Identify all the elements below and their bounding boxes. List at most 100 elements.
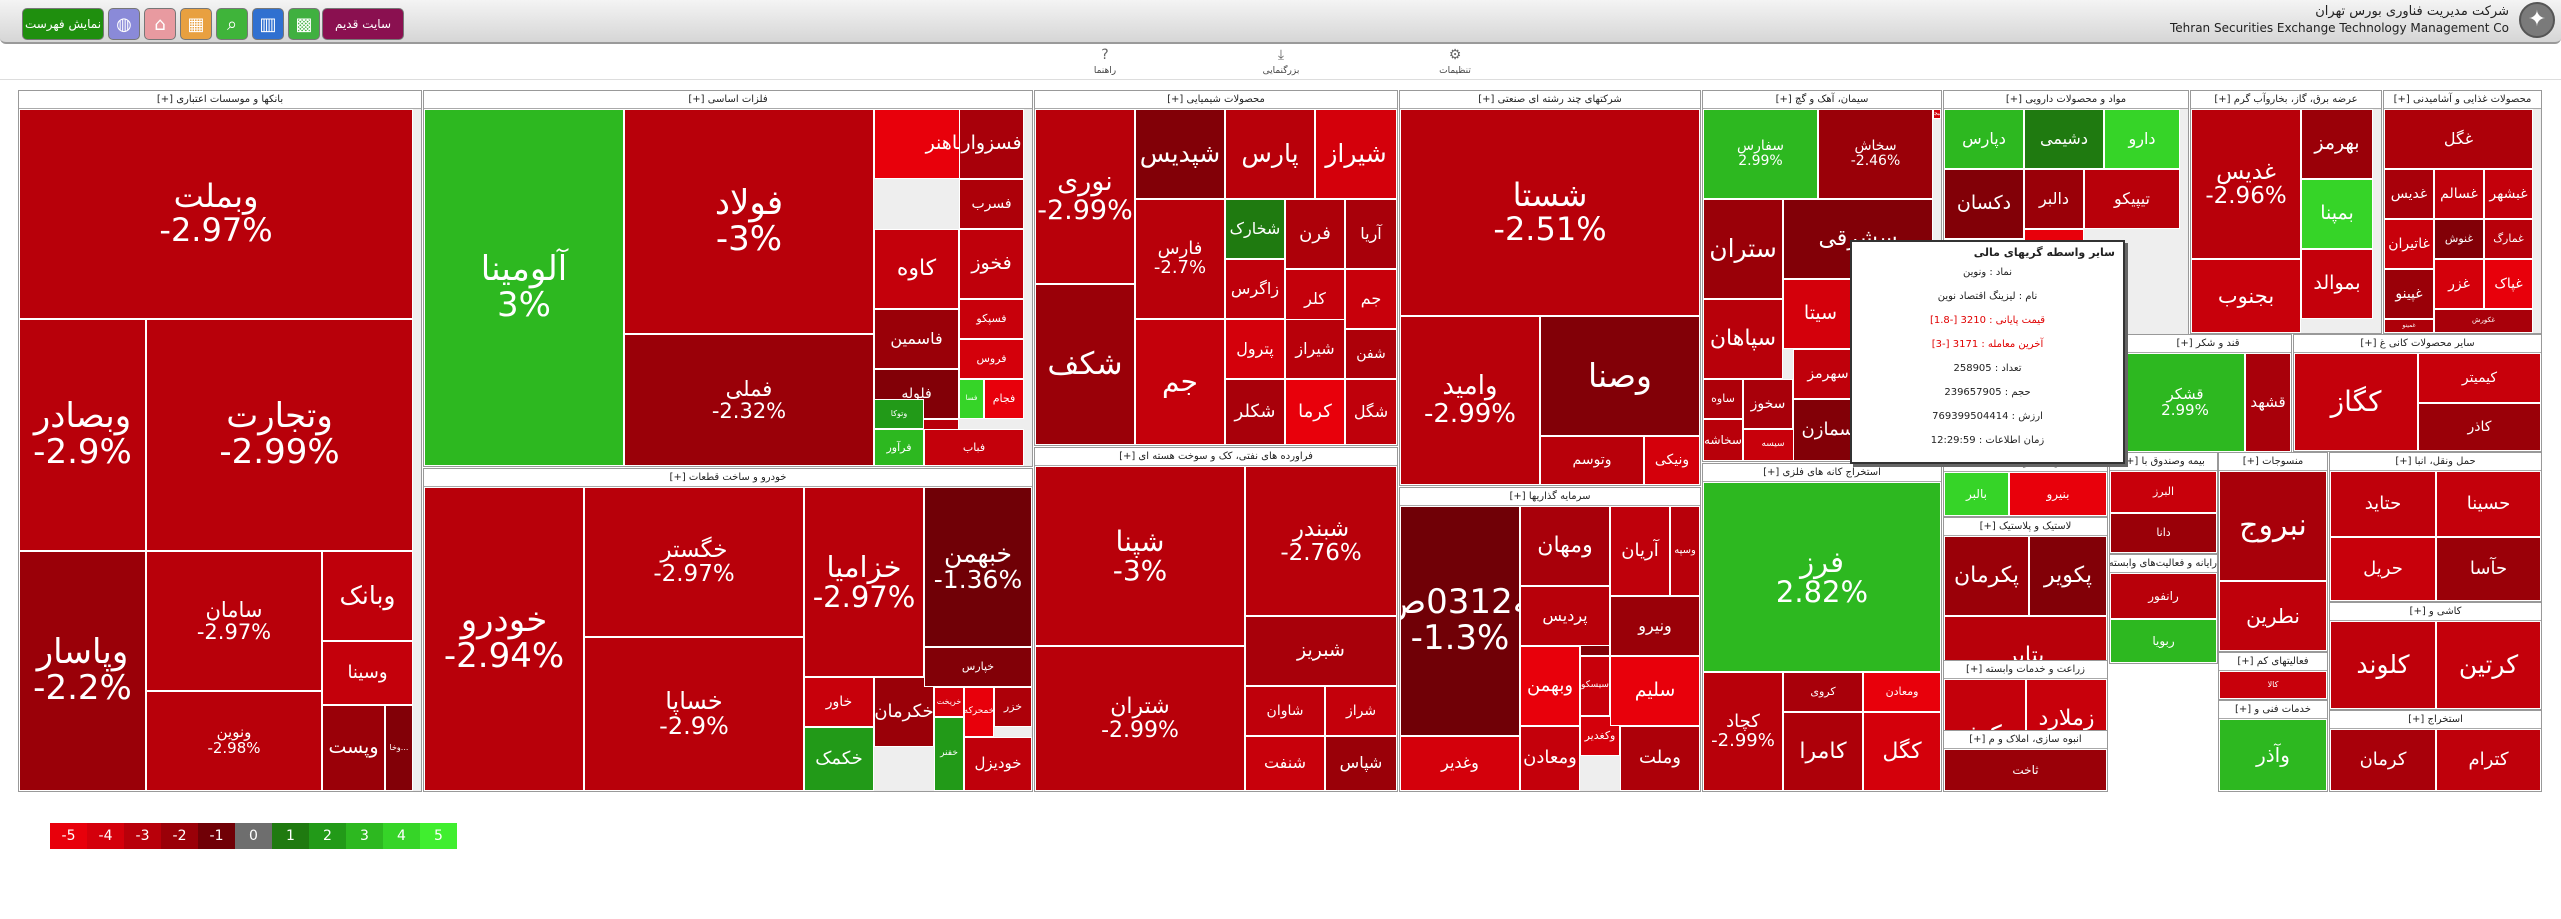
stock-tile[interactable]: جم <box>1135 319 1225 445</box>
stock-tile[interactable]: پارس <box>1225 109 1315 199</box>
tsetmc-logo[interactable]: ✦ <box>2519 2 2555 38</box>
sector-header[interactable]: استخراج کانه های فلزی [+] <box>1703 464 1941 482</box>
stock-tile[interactable]: خاور <box>804 677 874 727</box>
sector-header[interactable]: حمل ونقل، انبا [+] <box>2330 453 2541 471</box>
stock-tile[interactable]: غدیس -2.96% <box>2191 109 2301 259</box>
stock-tile[interactable]: خزامیا -2.97% <box>804 487 924 677</box>
stock-tile[interactable]: وپاسار -2.2% <box>19 551 146 791</box>
old-site-button[interactable]: سایت قدیم <box>322 8 404 40</box>
stock-tile[interactable]: دشیمی <box>2024 109 2104 169</box>
globe-icon[interactable]: ◍ <box>108 8 140 40</box>
stock-tile[interactable]: وخا... <box>385 705 413 791</box>
stock-tile[interactable]: حسینا <box>2436 471 2541 537</box>
grid-icon[interactable]: ▩ <box>288 8 320 40</box>
stock-tile[interactable]: شنفت <box>1245 736 1325 791</box>
stock-tile[interactable]: دالبر <box>2024 169 2084 229</box>
stock-tile[interactable]: خبهمن -1.36% <box>924 487 1032 647</box>
stock-tile[interactable]: غمارگ <box>2484 219 2533 259</box>
sector-header[interactable]: فراورده های نفتی، کک و سوخت هسته ای [+] <box>1035 448 1397 466</box>
stock-tile[interactable]: کاوه <box>874 229 959 309</box>
stock-tile[interactable]: قشکر 2.99% <box>2125 353 2245 452</box>
stock-tile[interactable]: سیسکو <box>1580 656 1610 716</box>
stock-tile[interactable]: غپینو <box>2384 269 2434 319</box>
stock-tile[interactable]: آریا <box>1345 199 1397 269</box>
stock-tile[interactable]: فاسمین <box>874 309 959 369</box>
stock-tile[interactable]: فسپکو <box>959 299 1024 339</box>
stock-tile[interactable]: وبصادر -2.9% <box>19 319 146 551</box>
stock-tile[interactable]: فرآور <box>874 429 924 466</box>
stock-tile[interactable]: غدیس <box>2384 169 2434 219</box>
stock-tile[interactable]: غگل <box>2384 109 2533 169</box>
stock-tile[interactable]: سکه0312ص01-1.3% <box>1400 506 1520 736</box>
stock-tile[interactable]: شتران -2.99% <box>1035 646 1245 791</box>
stock-tile[interactable]: وتوسم <box>1540 436 1644 485</box>
stock-tile[interactable]: فرن <box>1285 199 1345 269</box>
chart-icon[interactable]: ▥ <box>252 8 284 40</box>
stock-tile[interactable]: فروس <box>959 339 1024 379</box>
stock-tile[interactable]: شبریز <box>1245 616 1397 686</box>
stock-tile[interactable]: دپارس <box>1944 109 2024 169</box>
stock-tile[interactable]: غنوش <box>2434 219 2484 259</box>
stock-tile[interactable]: سخوز <box>1743 379 1793 429</box>
stock-tile[interactable]: حریل <box>2330 537 2436 601</box>
stock-tile[interactable]: قشهد <box>2245 353 2291 452</box>
stock-tile[interactable]: خساپا -2.9% <box>584 637 804 791</box>
stock-tile[interactable]: نبروج <box>2219 471 2327 581</box>
home-icon[interactable]: ⌂ <box>144 8 176 40</box>
sector-header[interactable]: استخراج [+] <box>2330 711 2541 729</box>
stock-tile[interactable]: ونیرو <box>1610 596 1700 656</box>
stock-tile[interactable]: وآذر <box>2219 719 2327 791</box>
stock-tile[interactable]: خزر <box>994 687 1032 727</box>
stock-tile[interactable]: کالا <box>2219 671 2327 699</box>
stock-tile[interactable]: وسپه <box>1670 506 1700 596</box>
stock-tile[interactable]: خودیزل <box>964 737 1032 791</box>
stock-tile[interactable]: ومهان <box>1520 506 1610 586</box>
table-icon[interactable]: ▦ <box>180 8 212 40</box>
stock-tile[interactable]: پکرمان <box>1944 536 2029 616</box>
stock-tile[interactable]: فسزوار <box>959 109 1024 179</box>
stock-tile[interactable]: کگاز <box>2294 353 2418 451</box>
stock-tile[interactable]: زاگرس <box>1225 259 1285 319</box>
stock-tile[interactable]: بنیرو <box>2009 472 2107 516</box>
stock-tile[interactable]: شستا -2.51% <box>1400 109 1700 316</box>
stock-tile[interactable]: کاذر <box>2418 403 2541 451</box>
stock-tile[interactable]: تیپیکو <box>2084 169 2180 229</box>
stock-tile[interactable]: حتاید <box>2330 471 2436 537</box>
stock-tile[interactable]: کلوند <box>2330 621 2436 709</box>
stock-tile[interactable]: ربویا <box>2110 619 2217 663</box>
stock-tile[interactable]: نطرين <box>2219 581 2327 651</box>
stock-tile[interactable]: شپدیس <box>1135 109 1225 199</box>
stock-tile[interactable]: ومعادن <box>1520 726 1580 791</box>
sector-header[interactable]: فلزات اساسی [+] <box>424 91 1032 109</box>
stock-tile[interactable]: کرتین <box>2436 621 2541 709</box>
stock-tile[interactable]: وغدیر <box>1400 736 1520 791</box>
stock-tile[interactable]: سلیم <box>1610 656 1700 726</box>
stock-tile[interactable]: غزر <box>2434 259 2484 309</box>
stock-tile[interactable]: وتوکا <box>874 399 924 429</box>
stock-tile[interactable]: سبجنو <box>1933 109 1941 119</box>
stock-tile[interactable]: کرما <box>1285 379 1345 445</box>
stock-tile[interactable]: خودرو -2.94% <box>424 487 584 791</box>
stock-tile[interactable]: البرز <box>2110 471 2217 513</box>
sector-header[interactable]: قند و شکر [+] <box>2125 335 2291 353</box>
stock-tile[interactable]: ستران <box>1703 199 1783 299</box>
stock-tile[interactable]: شخارک <box>1225 199 1285 259</box>
stock-tile[interactable]: ثاخت <box>1944 749 2107 791</box>
stock-tile[interactable]: خپارس <box>924 647 1032 687</box>
stock-tile[interactable]: فسرب <box>959 179 1024 229</box>
sector-header[interactable]: کاشی و [+] <box>2330 603 2541 621</box>
sector-header[interactable]: بانکها و موسسات اعتباری [+] <box>19 91 421 109</box>
stock-tile[interactable]: بجنوب <box>2191 259 2301 333</box>
search-icon[interactable]: ⌕ <box>216 8 248 40</box>
stock-tile[interactable]: وبهمن <box>1520 646 1580 726</box>
stock-tile[interactable]: نوری -2.99% <box>1035 109 1135 284</box>
stock-tile[interactable]: غپاک <box>2484 259 2533 309</box>
stock-tile[interactable]: وملت <box>1620 726 1700 791</box>
stock-tile[interactable]: آریان <box>1610 506 1670 596</box>
stock-tile[interactable]: شیراز <box>1315 109 1397 199</box>
stock-tile[interactable]: ونوین -2.98% <box>146 691 322 791</box>
stock-tile[interactable]: پکویر <box>2029 536 2107 616</box>
sector-header[interactable]: سایر محصولات کانی غ [+] <box>2294 335 2541 353</box>
stock-tile[interactable]: دارو <box>2104 109 2180 169</box>
stock-tile[interactable]: کچاد -2.99% <box>1703 672 1783 791</box>
